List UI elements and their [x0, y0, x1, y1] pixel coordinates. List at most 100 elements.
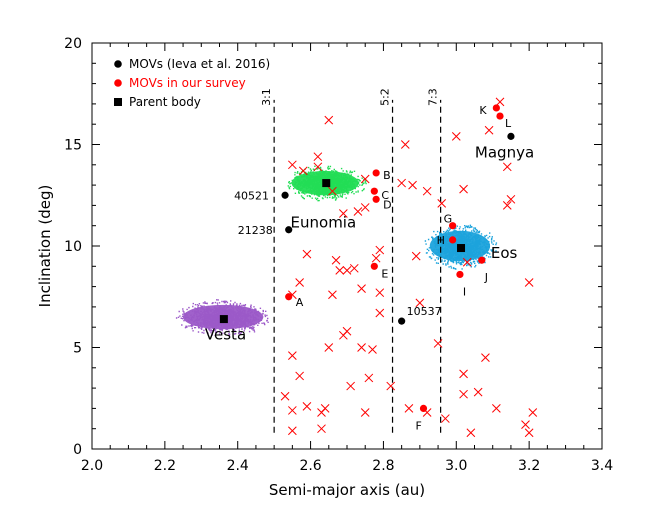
candidate-cross — [459, 184, 468, 194]
candidate-cross — [408, 180, 417, 190]
candidate-cross — [360, 174, 370, 184]
legend-label: MOVs (Ieva et al. 2016) — [129, 57, 270, 71]
candidate-cross — [313, 162, 323, 172]
candidate-cross — [298, 166, 308, 176]
mov-survey-point — [456, 270, 464, 279]
candidate-cross — [473, 387, 483, 397]
x-tick-label: 2.6 — [299, 458, 321, 474]
parent-body-eunomia — [322, 179, 331, 188]
mov-survey-point — [372, 169, 380, 177]
candidate-cross — [342, 326, 352, 336]
candidate-cross — [375, 308, 385, 318]
candidate-cross — [524, 428, 534, 438]
candidate-cross — [528, 408, 538, 417]
axes: 2.0 2.2 2.4 2.6 2.8 3.0 3.2 3.4 0 5 10 15 20 Semi-maj… — [36, 36, 613, 499]
candidate-cross — [466, 428, 476, 438]
point-label: K — [479, 104, 487, 117]
mov-survey-point — [285, 293, 293, 301]
candidate-cross — [397, 178, 406, 188]
candidate-cross — [484, 125, 494, 135]
candidate-cross — [433, 339, 443, 348]
x-tick-label: 2.0 — [81, 458, 103, 474]
point-label: D — [383, 198, 391, 211]
candidate-cross — [288, 351, 297, 360]
y-tick-label: 0 — [73, 442, 82, 458]
resonance-label: 5:2 — [379, 88, 392, 106]
candidate-cross — [404, 404, 414, 413]
candidate-cross — [288, 160, 297, 170]
legend-marker-square — [114, 98, 122, 106]
candidate-cross — [302, 402, 312, 411]
point-label: Magnya — [475, 143, 534, 161]
y-tick-label: 5 — [73, 341, 82, 357]
point-label: F — [416, 419, 422, 432]
x-tick-label: 2.4 — [227, 458, 249, 474]
candidate-cross — [357, 284, 366, 293]
mov-ieva-point — [507, 132, 515, 140]
family-label-eunomia: Eunomia — [291, 214, 357, 232]
point-label: A — [296, 296, 304, 309]
x-tick-label: 3.4 — [591, 458, 613, 474]
point-label: H — [437, 234, 445, 247]
y-axis-title: Inclination (deg) — [36, 185, 54, 308]
candidate-cross — [288, 426, 297, 436]
legend-marker-circle — [114, 79, 122, 87]
legend: MOVs (Ieva et al. 2016) MOVs in our surve… — [114, 57, 270, 109]
candidate-cross — [295, 278, 304, 287]
x-tick-label: 2.8 — [372, 458, 394, 474]
mov-survey-point — [419, 404, 428, 412]
point-label: J — [484, 271, 488, 284]
candidate-cross — [335, 266, 345, 275]
candidate-cross — [324, 343, 334, 352]
point-label: C — [381, 189, 389, 202]
candidate-cross — [328, 186, 337, 196]
point-label: I — [463, 285, 466, 298]
candidate-cross — [288, 406, 297, 415]
candidate-cross — [506, 194, 516, 204]
point-label: L — [505, 117, 512, 130]
mov-survey-point — [478, 256, 486, 264]
candidate-cross — [371, 253, 381, 263]
candidate-cross — [313, 152, 323, 162]
point-label: 40521 — [234, 189, 269, 202]
family-clouds — [175, 165, 498, 337]
candidate-cross — [462, 257, 472, 267]
resonance-lines: 3:1 5:2 7:3 — [260, 88, 442, 433]
candidate-cross — [524, 278, 534, 287]
point-label: 10537 — [407, 305, 442, 318]
resonance-label: 7:3 — [427, 88, 440, 106]
candidate-cross — [502, 201, 512, 210]
point-label: G — [444, 213, 453, 226]
candidate-cross — [502, 162, 512, 172]
x-tick-label: 3.0 — [445, 458, 467, 474]
point-label: E — [381, 267, 388, 280]
candidate-cross — [481, 353, 490, 363]
candidate-cross — [422, 186, 432, 196]
mov-survey-point — [370, 262, 378, 270]
candidate-cross — [441, 414, 450, 423]
candidate-cross — [328, 290, 337, 300]
family-label-vesta: Vesta — [205, 325, 246, 343]
candidate-cross — [360, 408, 370, 417]
legend-label: MOVs in our survey — [129, 76, 246, 90]
mov-survey-point — [449, 236, 457, 244]
candidate-cross — [437, 199, 447, 208]
mov-ieva-point — [285, 226, 293, 234]
mov-markers — [219, 104, 515, 412]
candidate-cross — [400, 140, 410, 149]
candidate-cross — [492, 404, 501, 413]
candidate-cross — [339, 209, 348, 218]
candidate-cross — [459, 389, 468, 399]
mov-ieva-point — [398, 317, 406, 325]
candidate-markers — [280, 97, 538, 438]
candidate-cross — [364, 373, 374, 383]
y-tick-label: 10 — [64, 239, 82, 255]
candidate-cross — [324, 115, 334, 125]
candidate-cross — [415, 298, 425, 308]
legend-label: Parent body — [129, 95, 201, 109]
candidate-cross — [317, 424, 326, 434]
candidate-cross — [342, 266, 352, 275]
candidate-cross — [331, 255, 341, 265]
candidate-cross — [386, 381, 396, 391]
